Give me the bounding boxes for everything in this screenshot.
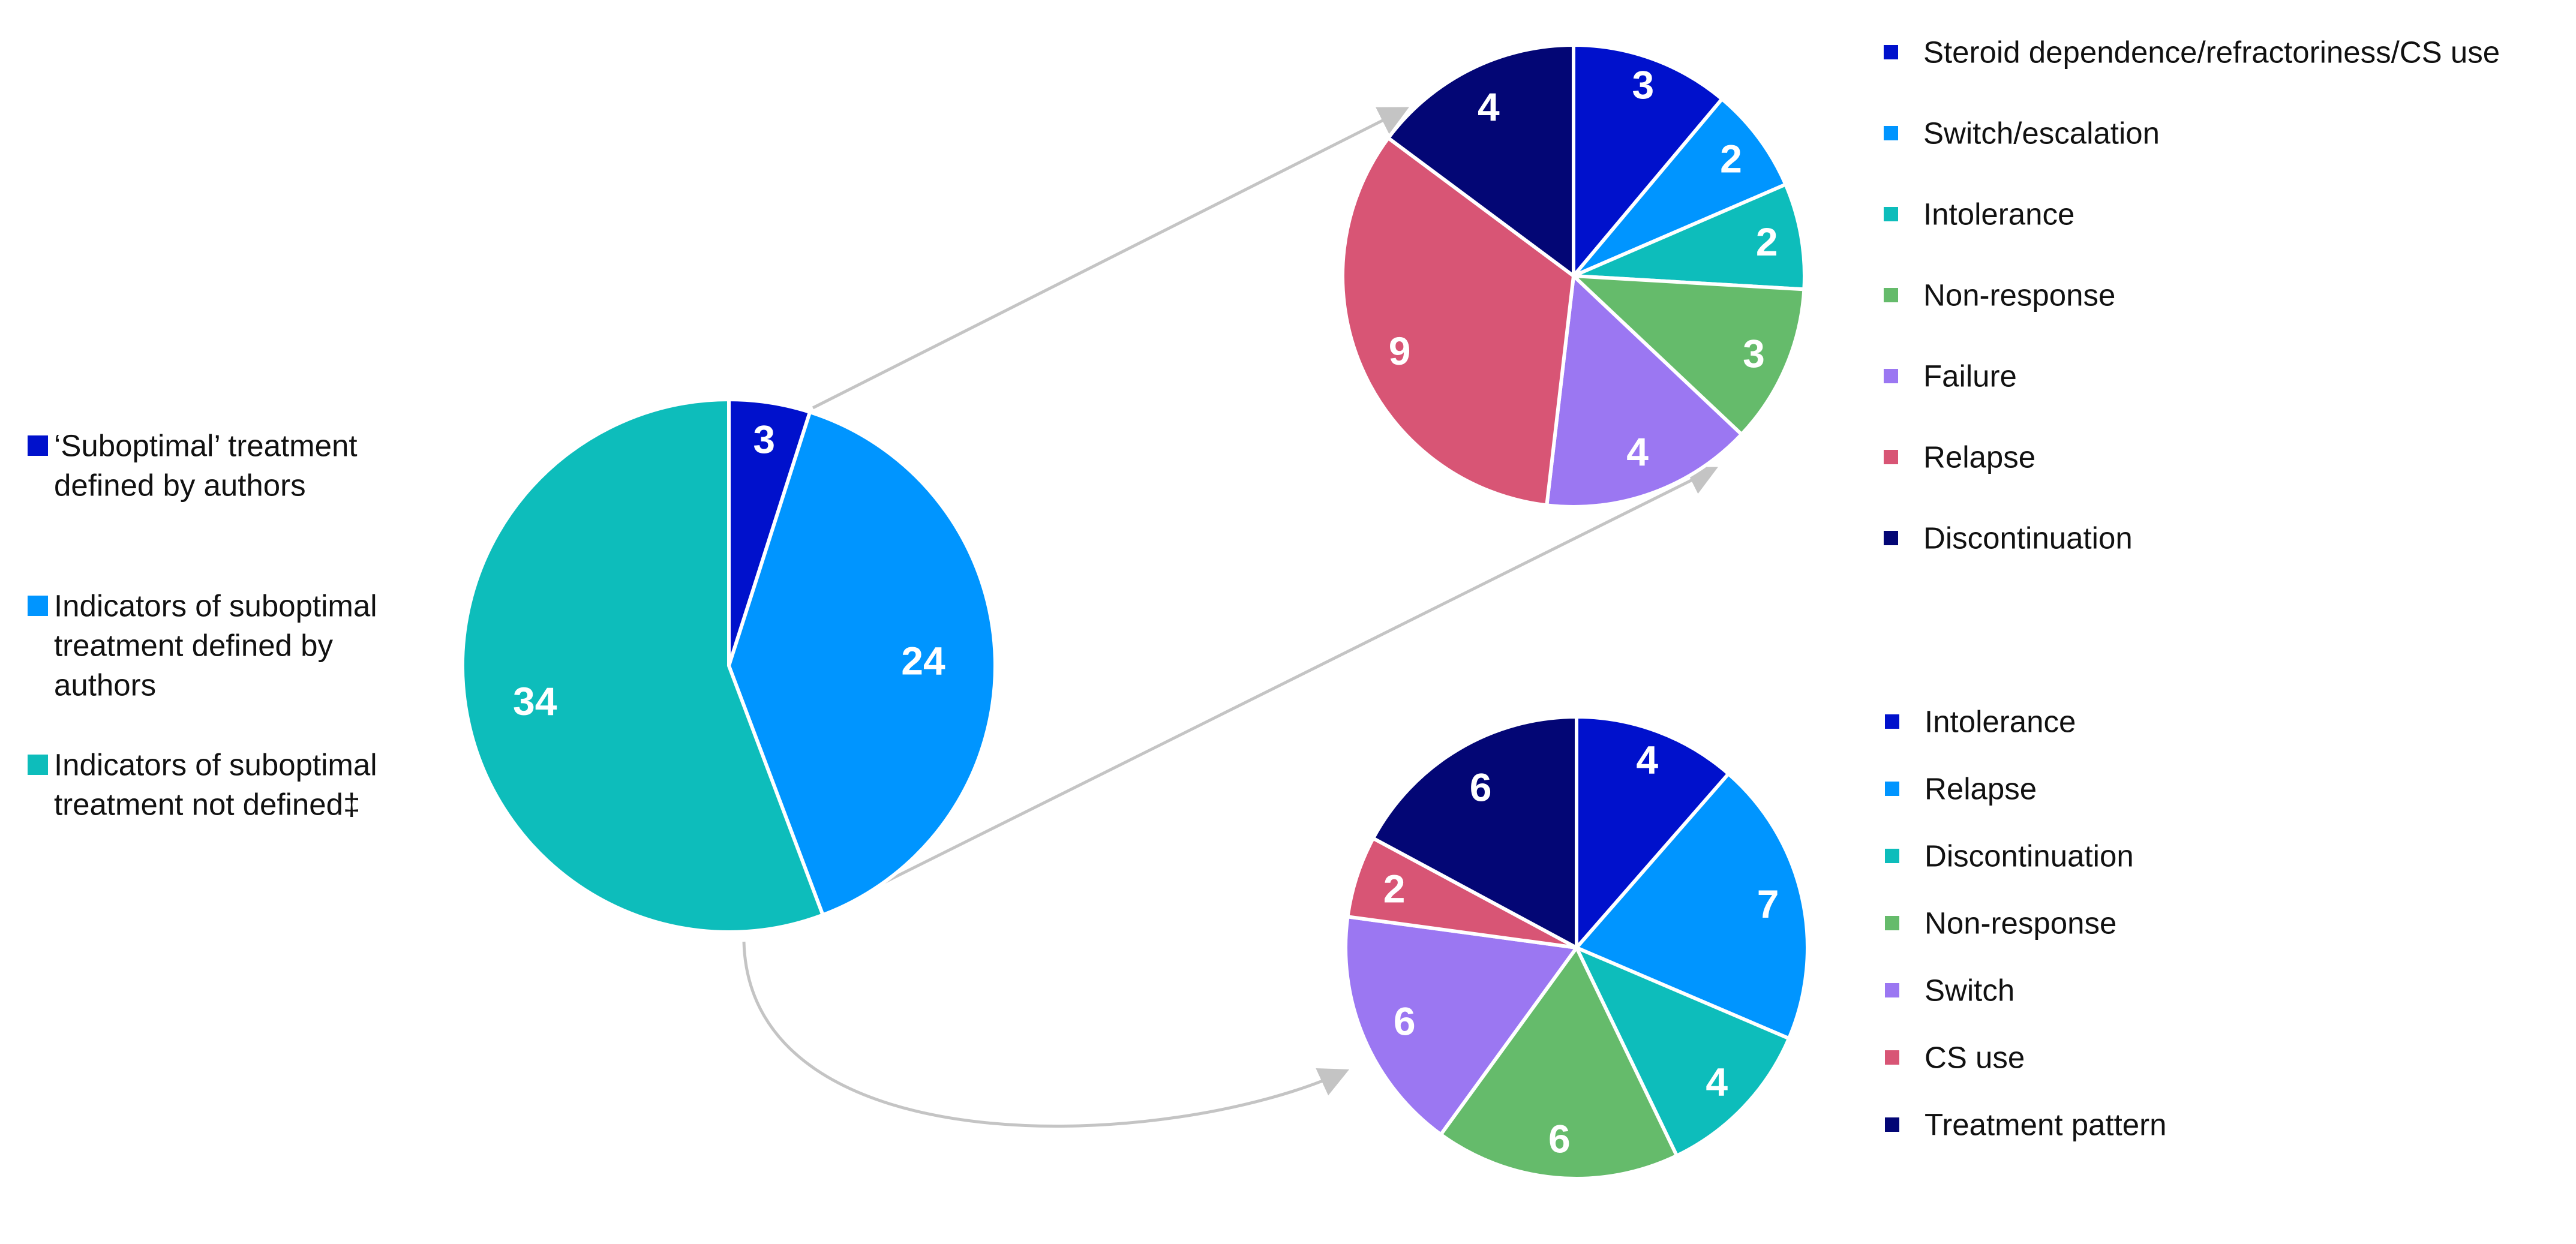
lower-pie-legend-marker-3 [1885, 849, 1899, 863]
main-pie-slice-3 [461, 398, 825, 934]
upper-pie-legend-marker-2 [1884, 126, 1898, 140]
upper-pie-legend-label-6: Relapse [1923, 440, 2035, 474]
lower-pie-slice-3 [1575, 946, 1791, 1158]
upper-pie-slice-1-value-label: 3 [1632, 63, 1655, 107]
main-legend-label-2-line-3: authors [54, 668, 156, 702]
main-legend-label-2-line-2: treatment defined by [54, 629, 333, 663]
upper-pie-slice-6 [1341, 136, 1575, 507]
upper-pie-slice-5 [1545, 274, 1744, 509]
main-legend-label-1-line-1: ‘Suboptimal’ treatment [54, 429, 358, 463]
upper-pie-slice-3-value-label: 2 [1756, 220, 1778, 264]
upper-pie-legend-marker-3 [1884, 207, 1898, 221]
lower-pie-legend-label-2: Relapse [1925, 772, 2037, 806]
lower-pie-legend-label-3: Discontinuation [1925, 839, 2134, 873]
upper-pie-legend: Steroid dependence/refractoriness/CS use… [1884, 35, 2500, 555]
upper-pie-slice-3 [1572, 182, 1806, 292]
lower-pie-slice-7-value-label: 6 [1470, 765, 1492, 809]
upper-pie-slice-5-value-label: 4 [1626, 429, 1649, 474]
main-pie-slice-2-value-label: 24 [901, 639, 945, 683]
lower-pie-slice-2-value-label: 7 [1757, 882, 1779, 926]
connector-arrows [742, 107, 1718, 1128]
lower-pie-legend-marker-7 [1885, 1117, 1899, 1132]
main-legend-marker-1 [28, 435, 48, 456]
connector-arrow-from-lower-edge [827, 467, 1718, 912]
lower-pie: 4 7 4 6 6 2 6 [1344, 715, 1809, 1180]
main-legend-label-3-line-1: Indicators of suboptimal [54, 748, 377, 782]
lower-pie-slice-4-value-label: 6 [1548, 1116, 1571, 1161]
lower-pie-legend: Intolerance Relapse Discontinuation Non-res… [1885, 705, 2166, 1142]
upper-pie-legend-marker-7 [1884, 531, 1898, 545]
lower-pie-slice-5 [1344, 915, 1578, 1137]
upper-pie-legend-marker-5 [1884, 369, 1898, 383]
upper-pie-slice-7 [1386, 43, 1575, 278]
lower-pie-slice-1-value-label: 4 [1636, 737, 1658, 782]
upper-pie-legend-label-2: Switch/escalation [1923, 116, 2160, 151]
upper-pie-slice-2 [1572, 97, 1788, 278]
upper-pie-slice-6-value-label: 9 [1389, 329, 1411, 373]
upper-pie-legend-label-7: Discontinuation [1923, 521, 2133, 555]
main-legend-label-1-line-2: defined by authors [54, 468, 306, 503]
main-pie-slice-3-value-label: 34 [513, 679, 557, 723]
upper-pie-slice-2-value-label: 2 [1720, 137, 1742, 181]
main-pie-legend: ‘Suboptimal’ treatment defined by authors… [28, 429, 377, 822]
upper-pie-slice-7-value-label: 4 [1478, 85, 1500, 129]
main-legend-marker-2 [28, 596, 48, 616]
upper-pie-legend-label-1: Steroid dependence/refractoriness/CS use [1923, 35, 2500, 70]
lower-pie-legend-label-1: Intolerance [1925, 705, 2076, 739]
lower-pie-slice-4 [1439, 946, 1679, 1180]
upper-pie-legend-marker-6 [1884, 450, 1898, 464]
upper-pie-slice-1 [1572, 43, 1724, 278]
lower-pie-legend-marker-2 [1885, 782, 1899, 796]
lower-pie-slice-7 [1371, 715, 1578, 949]
lower-pie-legend-marker-5 [1885, 983, 1899, 997]
lower-pie-legend-marker-4 [1885, 916, 1899, 930]
upper-pie-slice-4-value-label: 3 [1743, 332, 1765, 376]
lower-pie-slice-6-value-label: 2 [1383, 866, 1406, 911]
lower-pie-legend-marker-1 [1885, 714, 1899, 729]
main-pie: 3 24 34 [461, 398, 997, 934]
upper-pie-slice-4 [1572, 274, 1806, 437]
main-pie-slice-2 [727, 410, 997, 917]
connector-arrow-to-lower-pie [742, 941, 1350, 1128]
lower-pie-legend-label-4: Non-response [1925, 906, 2116, 940]
lower-pie-slice-1 [1575, 715, 1731, 949]
upper-pie-legend-label-3: Intolerance [1923, 197, 2074, 232]
upper-pie-legend-label-5: Failure [1923, 359, 2017, 393]
lower-pie-legend-marker-6 [1885, 1050, 1899, 1065]
lower-pie-slice-3-value-label: 4 [1706, 1059, 1728, 1104]
upper-pie: 3 22 3 4 9 4 [1341, 43, 1806, 509]
upper-pie-legend-label-4: Non-response [1923, 278, 2115, 312]
main-pie-slice-1-value-label: 3 [753, 417, 775, 462]
lower-pie-legend-label-6: CS use [1925, 1041, 2025, 1075]
lower-pie-legend-label-7: Treatment pattern [1925, 1108, 2166, 1142]
upper-pie-legend-marker-1 [1884, 45, 1898, 59]
upper-pie-legend-marker-4 [1884, 288, 1898, 302]
lower-pie-legend-label-5: Switch [1925, 973, 2014, 1008]
main-legend-label-2-line-1: Indicators of suboptimal [54, 589, 377, 623]
main-legend-label-3-line-2: treatment not defined‡ [54, 788, 360, 822]
lower-pie-slice-5-value-label: 6 [1394, 999, 1416, 1044]
main-legend-marker-3 [28, 755, 48, 775]
connector-arrow-to-upper-pie [812, 107, 1409, 410]
